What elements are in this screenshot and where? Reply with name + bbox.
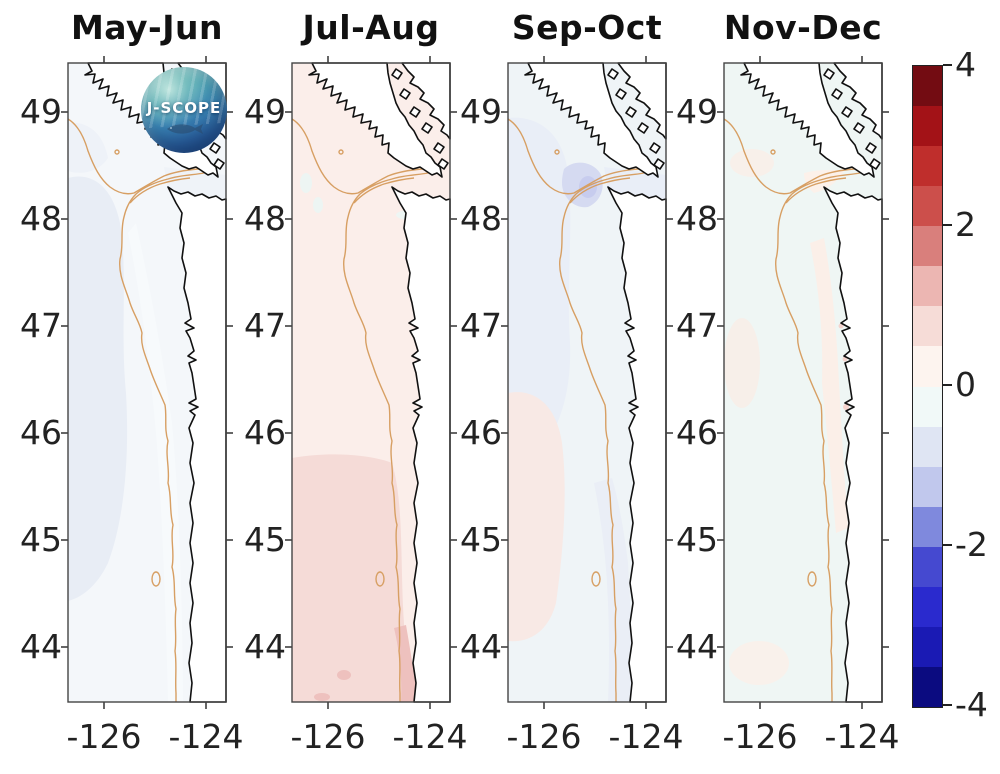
x-tick-label: -126: [722, 717, 798, 756]
colorbar-segment: [913, 226, 942, 267]
panel-title-sep-oct: Sep-Oct: [511, 8, 663, 47]
y-tick-label: 44: [676, 627, 718, 666]
x-tick-label: -124: [824, 717, 900, 756]
colorbar-tick: [943, 704, 952, 706]
y-tick-label: 49: [244, 92, 286, 131]
y-tick-label: 46: [244, 413, 286, 452]
y-tick-label: 49: [676, 92, 718, 131]
colorbar-segment: [913, 346, 942, 387]
y-tick-label: 47: [676, 306, 718, 345]
colorbar-tick-label: 2: [955, 205, 976, 244]
colorbar-tick: [943, 224, 952, 226]
colorbar-tick-label: -4: [955, 685, 988, 724]
colorbar-segment: [913, 426, 942, 467]
y-tick-label: 48: [244, 199, 286, 238]
panel-title-may-jun: May-Jun: [70, 8, 224, 47]
colorbar: [912, 65, 943, 708]
colorbar-segment: [913, 386, 942, 427]
colorbar-tick: [943, 64, 952, 66]
colorbar-segment: [913, 546, 942, 587]
y-tick-label: 44: [244, 627, 286, 666]
colorbar-segment: [913, 666, 942, 707]
colorbar-segment: [913, 586, 942, 627]
jscope-logo-text: J-SCOPE: [146, 99, 222, 117]
y-tick-label: 46: [460, 413, 502, 452]
x-tick-label: -124: [608, 717, 684, 756]
jscope-logo: J-SCOPE: [141, 67, 227, 153]
colorbar-segment: [913, 106, 942, 147]
y-tick-label: 47: [460, 306, 502, 345]
x-tick-label: -126: [290, 717, 366, 756]
y-tick-label: 44: [460, 627, 502, 666]
colorbar-tick: [943, 384, 952, 386]
y-tick-label: 48: [676, 199, 718, 238]
map-panel-nov-dec: [716, 55, 890, 710]
colorbar-tick: [943, 544, 952, 546]
colorbar-segment: [913, 186, 942, 227]
y-tick-label: 45: [460, 520, 502, 559]
y-tick-label: 47: [20, 306, 62, 345]
y-tick-label: 49: [460, 92, 502, 131]
map-panel-sep-oct: [500, 55, 674, 710]
colorbar-segment: [913, 506, 942, 547]
y-tick-label: 45: [676, 520, 718, 559]
colorbar-segment: [913, 626, 942, 667]
colorbar-segment: [913, 146, 942, 187]
panel-title-nov-dec: Nov-Dec: [723, 8, 883, 47]
colorbar-tick-label: 0: [955, 365, 976, 404]
colorbar-segment: [913, 306, 942, 347]
y-tick-label: 47: [244, 306, 286, 345]
map-panel-may-jun: [60, 55, 234, 710]
panel-title-jul-aug: Jul-Aug: [302, 8, 440, 47]
y-tick-label: 45: [244, 520, 286, 559]
y-tick-label: 48: [460, 199, 502, 238]
y-tick-label: 44: [20, 627, 62, 666]
y-tick-label: 46: [676, 413, 718, 452]
colorbar-segment: [913, 66, 942, 107]
x-tick-label: -124: [168, 717, 244, 756]
colorbar-segment: [913, 466, 942, 507]
colorbar-tick-label: 4: [955, 45, 976, 84]
y-tick-label: 48: [20, 199, 62, 238]
x-tick-label: -126: [66, 717, 142, 756]
fish-icon: [167, 124, 203, 134]
map-panel-jul-aug: [284, 55, 458, 710]
y-tick-label: 46: [20, 413, 62, 452]
x-tick-label: -124: [392, 717, 468, 756]
colorbar-tick-label: -2: [955, 525, 988, 564]
y-tick-label: 49: [20, 92, 62, 131]
colorbar-segment: [913, 266, 942, 307]
x-tick-label: -126: [506, 717, 582, 756]
colorbar-segments: [913, 66, 942, 707]
y-tick-label: 45: [20, 520, 62, 559]
